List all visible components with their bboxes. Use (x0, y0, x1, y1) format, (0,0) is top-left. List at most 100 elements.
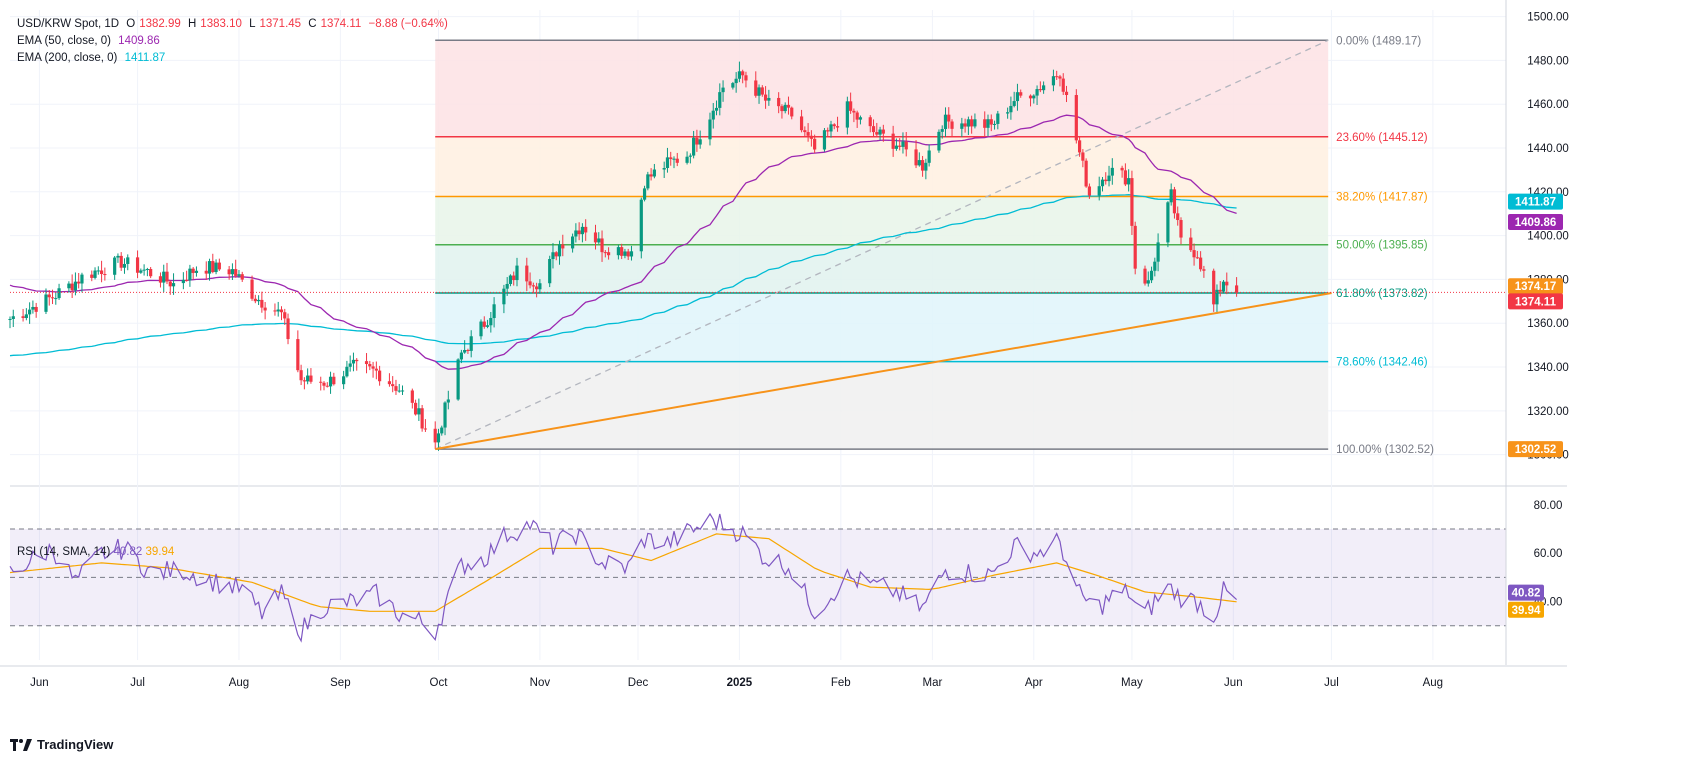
candle-body (260, 299, 264, 308)
ema200-label: EMA (200, close, 0) (17, 52, 118, 64)
candle-body (21, 316, 25, 319)
x-tick-label: Mar (922, 677, 942, 689)
candle-body (580, 226, 585, 235)
candle-body (548, 259, 552, 284)
candle-body (757, 87, 761, 96)
candle-body (646, 174, 650, 189)
candle-body (374, 368, 378, 371)
fibonacci-retracement[interactable]: 0.00% (1489.17) 23.60% (1445.12) 38.20% (1… (434, 35, 1434, 456)
candle-body (593, 232, 598, 243)
candle-body (940, 129, 944, 132)
price-tag-text: 1302.52 (1515, 444, 1557, 456)
candle-body (914, 149, 918, 166)
candle-body (413, 402, 418, 415)
candle-body (1061, 78, 1065, 92)
candle-body (299, 370, 303, 381)
candle-body (168, 281, 172, 287)
candle-body (34, 306, 38, 312)
candle-body (1081, 152, 1085, 161)
close-label: C (308, 18, 317, 30)
candle-body (561, 244, 565, 249)
rsi-legend: RSI (14, SMA, 14) 40.82 39.94 (17, 546, 174, 558)
candle-body (99, 270, 104, 275)
ema200-path (9, 194, 1237, 357)
candle-body (531, 285, 535, 287)
y-tick-label: 1360.00 (1527, 318, 1569, 330)
candle-body (1176, 213, 1180, 221)
candle-body (767, 97, 771, 101)
axes: 1500.001480.001460.001440.001420.001400.… (0, 0, 1569, 689)
candle-body (871, 126, 876, 133)
candle-body (57, 288, 61, 299)
candle-body (67, 283, 71, 289)
fib-zone (435, 40, 1329, 137)
candle-body (364, 361, 369, 365)
candle-body (505, 283, 509, 289)
candle-body (1019, 92, 1023, 96)
candle-body (832, 124, 836, 127)
candle-body (970, 119, 974, 127)
candle-body (96, 270, 100, 272)
ema200-legend: EMA (200, close, 0) 1411.87 (17, 51, 169, 65)
candle-body (649, 174, 653, 177)
candle-body (77, 281, 81, 284)
candle-body (1156, 242, 1160, 262)
candle-body (44, 294, 48, 312)
candle-body (1087, 186, 1092, 196)
candle-body (368, 364, 372, 367)
candle-body (1199, 257, 1203, 270)
candle-body (809, 135, 813, 139)
candle-body (708, 119, 712, 140)
candle-body (920, 160, 925, 171)
y-tick-label: 1480.00 (1527, 55, 1569, 67)
price-tag-text: 1374.17 (1515, 281, 1557, 293)
candle-body (1107, 175, 1111, 182)
candle-body (1123, 170, 1127, 185)
candle-body (1035, 89, 1039, 96)
candle-body (901, 141, 905, 147)
x-tick-label: Sep (330, 677, 350, 689)
candle-body (1051, 76, 1056, 86)
rsi-tag-box (1508, 584, 1544, 601)
candle-body (675, 158, 679, 163)
fib-level-label: 50.00% (1395.85) (1336, 240, 1428, 252)
price-tag-text: 1409.86 (1515, 217, 1557, 229)
candle-body (185, 279, 189, 281)
fib-level-label: 100.00% (1302.52) (1336, 444, 1434, 456)
candle-body (1195, 257, 1199, 259)
candle-body (711, 110, 715, 120)
candle-body (1074, 95, 1078, 141)
trendline[interactable] (10, 291, 1506, 451)
rsi-sma-value: 39.94 (145, 546, 175, 558)
candle-body (669, 157, 673, 160)
candle-body (47, 294, 51, 298)
candle-body (799, 116, 804, 131)
candle-body (898, 145, 902, 147)
candle-body (734, 78, 738, 84)
candle-body (119, 255, 123, 268)
candle-body (858, 117, 863, 120)
candle-body (574, 230, 578, 237)
candle-body (191, 268, 195, 273)
candle-body (11, 316, 15, 320)
candle-body (482, 321, 486, 327)
candle-body (1215, 289, 1219, 305)
candle-body (1153, 261, 1157, 271)
candle-body (603, 252, 607, 254)
candle-body (878, 129, 882, 135)
fib-zone (435, 196, 1329, 245)
candle-body (135, 257, 140, 273)
candle-body (90, 274, 94, 278)
tradingview-brand[interactable]: TradingView (10, 737, 113, 752)
candle-body (230, 269, 235, 275)
candle-body (852, 110, 856, 113)
price-tag-text: 1374.11 (1515, 296, 1557, 308)
candle-body (943, 114, 948, 130)
candle-body (535, 286, 539, 290)
candle-body (1006, 112, 1010, 114)
candle-body (642, 188, 647, 200)
candle-body (446, 399, 450, 403)
candle-body (188, 268, 192, 281)
x-tick-label: Jun (1224, 677, 1243, 689)
